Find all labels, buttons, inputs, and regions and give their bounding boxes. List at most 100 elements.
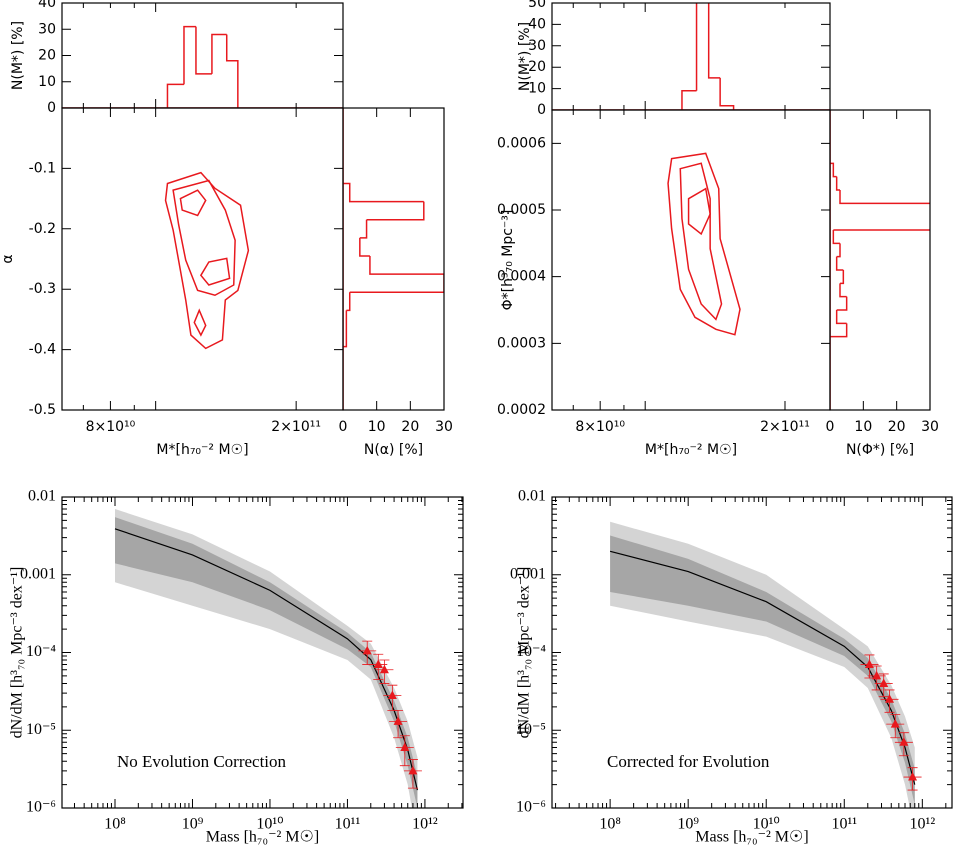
histogram-bin	[836, 296, 848, 311]
plot-frame	[61, 107, 344, 411]
data-point	[885, 694, 895, 703]
contour-line	[179, 189, 207, 217]
histogram-bin	[346, 292, 351, 312]
y-tick-label: 10⁻⁴	[516, 643, 546, 660]
data-point	[393, 716, 403, 725]
plot-area	[114, 509, 422, 808]
x-tick-label: 20	[888, 419, 906, 435]
y-axis-label: N(M*) [%]	[517, 22, 533, 91]
data-point	[387, 690, 397, 699]
y-tick-label: 0.0003	[497, 335, 546, 351]
x-tick-label: 10¹⁰	[753, 816, 780, 833]
plot-frame	[61, 2, 344, 109]
x-tick-label: 0	[826, 419, 835, 435]
x-tick-label: 2×10¹¹	[271, 419, 321, 435]
x-axis-label: M*[h₇₀⁻² M☉]	[156, 442, 248, 458]
plot-frame	[342, 107, 445, 411]
confidence-band	[115, 517, 418, 808]
y-tick-label: 0.001	[20, 565, 56, 582]
plot-frame	[551, 2, 831, 111]
x-tick-label: 30	[435, 419, 453, 435]
median-line	[114, 528, 419, 791]
histogram-bin	[349, 274, 444, 293]
plot-area	[164, 171, 250, 350]
y-tick-label: 30	[38, 21, 56, 37]
histogram-bin	[183, 25, 196, 85]
x-tick-label: 10¹¹	[831, 816, 857, 833]
x-tick-label: 2×10¹¹	[760, 419, 810, 435]
histogram-bin	[835, 176, 840, 191]
y-tick-label: -0.5	[29, 402, 56, 418]
y-tick-label: 10⁻⁶	[26, 799, 56, 816]
histogram-bin	[681, 89, 697, 110]
y-tick-label: 10⁻⁵	[26, 721, 56, 738]
y-tick-label: 20	[528, 59, 546, 75]
chart-panel: 8×10¹⁰ 2×10¹¹ 0.0002 0.0003 0.0004 0.0005 0.00…	[497, 109, 831, 458]
contour-line	[172, 179, 236, 297]
plot-area	[667, 152, 741, 336]
y-tick-label: 0.001	[510, 565, 546, 582]
x-tick-label: 10⁸	[599, 816, 621, 833]
y-axis-label: dN/dM [h³₇₀ Mpc⁻³ dex⁻¹]	[516, 567, 533, 739]
plot-area	[552, 3, 830, 110]
chart-panel: 0 10 20 30 40 50 N(M*) [%]	[517, 0, 831, 118]
contour-line	[687, 187, 711, 236]
x-tick-label: 10¹²	[412, 816, 438, 833]
histogram-bin	[830, 162, 837, 178]
y-tick-label: 40	[528, 16, 546, 32]
y-axis-label: dN/dM [h³₇₀ Mpc⁻³ dex⁻¹]	[9, 567, 26, 739]
x-axis-label: N(α) [%]	[364, 442, 423, 458]
histogram-bin	[833, 229, 930, 231]
plot-area	[343, 108, 444, 410]
y-tick-label: 10⁻⁵	[516, 721, 546, 738]
confidence-band	[610, 535, 915, 805]
histogram-bin	[835, 310, 847, 325]
x-tick-label: 0	[339, 419, 348, 435]
histogram-bin	[343, 310, 348, 348]
y-tick-label: -0.1	[29, 160, 56, 176]
x-tick-label: 10⁹	[182, 816, 204, 833]
contour-line	[667, 152, 741, 336]
chart-panel: 0 10 20 30 40 N(M*) [%]	[10, 0, 344, 116]
histogram-bin	[840, 270, 845, 285]
x-tick-label: 10¹¹	[335, 816, 361, 833]
y-tick-label: 10⁻⁶	[516, 799, 546, 816]
plot-area	[609, 521, 922, 808]
confidence-band	[115, 509, 418, 808]
histogram-bin	[359, 237, 370, 257]
x-tick-label: 10¹⁰	[256, 816, 283, 833]
y-axis-label: α	[0, 254, 16, 263]
histogram-bin	[707, 3, 721, 79]
histogram-bin	[695, 3, 698, 91]
y-tick-label: 0.0005	[497, 202, 546, 218]
y-tick-label: 10⁻⁴	[26, 643, 56, 660]
x-tick-label: 10¹²	[910, 816, 936, 833]
y-tick-label: 0.01	[28, 488, 56, 505]
y-tick-label: -0.4	[29, 342, 56, 358]
y-tick-label: 50	[528, 0, 546, 11]
plot-area	[62, 25, 343, 108]
histogram-bin	[839, 190, 930, 205]
data-point	[908, 772, 918, 781]
y-tick-label: -0.3	[29, 281, 56, 297]
data-point	[879, 678, 889, 687]
contour-line	[199, 257, 231, 286]
y-tick-label: 10	[38, 74, 56, 90]
contour-line	[193, 308, 207, 337]
y-tick-label: 30	[528, 38, 546, 54]
data-point	[362, 645, 372, 655]
y-axis-label: N(M*) [%]	[10, 21, 26, 90]
x-axis-label: Mass [h₇₀⁻² M☉]	[206, 829, 319, 846]
x-tick-label: 20	[401, 419, 419, 435]
x-tick-label: 8×10¹⁰	[86, 419, 136, 435]
y-tick-label: 20	[38, 48, 56, 64]
x-axis-label: Mass [h₇₀⁻² M☉]	[695, 829, 808, 846]
data-point	[890, 719, 900, 728]
data-point	[379, 664, 389, 674]
histogram-bin	[359, 219, 368, 239]
y-tick-label: 10	[528, 81, 546, 97]
histogram-bin	[839, 283, 847, 298]
y-tick-label: -0.2	[29, 221, 56, 237]
histogram-bin	[195, 26, 212, 75]
